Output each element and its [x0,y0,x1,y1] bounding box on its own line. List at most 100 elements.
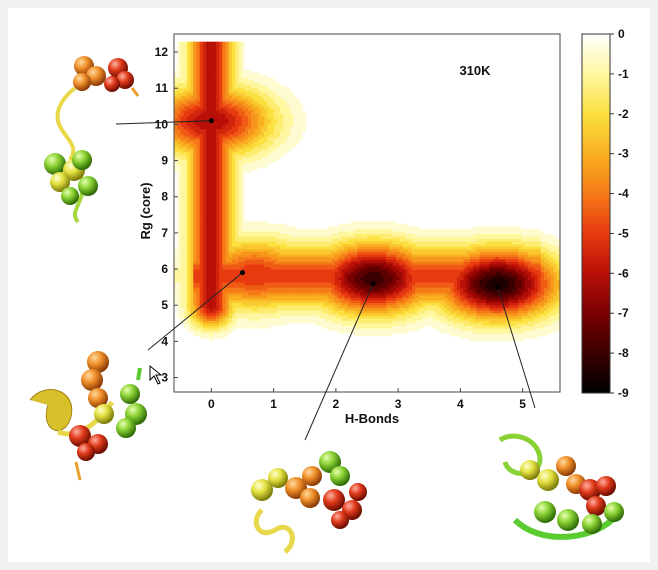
heatmap-cell [360,297,365,301]
heatmap-cell [202,225,207,229]
heatmap-cell [325,253,329,257]
heatmap-cell [257,143,262,148]
heatmap-cell [254,126,259,130]
heatmap-cell [363,315,368,319]
heatmap-cell [354,284,358,288]
heatmap-cell [199,269,204,273]
heatmap-cell [264,225,268,229]
heatmap-cell [270,159,275,163]
heatmap-cell [289,223,294,227]
heatmap-cell [247,274,252,278]
heatmap-cell [257,264,262,268]
heatmap-cell [202,126,207,130]
heatmap-cell [177,138,181,142]
heatmap-cell [276,156,281,160]
heatmap-cell [202,202,207,206]
heatmap-cell [199,87,204,91]
heatmap-cell [206,310,210,314]
heatmap-cell [247,241,252,245]
heatmap-cell [270,90,275,94]
heatmap-cell [222,225,226,229]
heatmap-cell [212,120,217,124]
heatmap-cell [190,179,194,183]
heatmap-cell [338,243,342,247]
heatmap-cell [215,205,220,209]
heatmap-cell [315,246,320,250]
heatmap-cell [183,312,188,316]
heatmap-cell [276,90,281,94]
heatmap-cell [209,100,214,104]
heatmap-cell [206,233,210,237]
heatmap-cell [183,271,188,275]
heatmap-cell [370,248,374,252]
heatmap-cell [219,151,223,155]
heatmap-cell [238,59,243,63]
heatmap-cell [212,236,217,240]
heatmap-cell [254,154,259,158]
heatmap-cell [254,307,259,311]
heatmap-cell [190,307,194,311]
heatmap-cell [357,233,362,237]
heatmap-cell [196,57,201,61]
heatmap-cell [228,54,233,58]
heatmap-cell [180,41,185,45]
heatmap-cell [244,57,249,61]
heatmap-cell [193,279,198,283]
heatmap-cell [247,230,252,234]
heatmap-cell [331,305,336,309]
heatmap-cell [196,77,201,81]
heatmap-cell [347,330,352,334]
heatmap-cell [328,256,333,260]
heatmap-cell [244,220,249,224]
heatmap-cell [186,189,191,194]
heatmap-cell [244,276,249,280]
heatmap-cell [183,64,188,68]
heatmap-cell [251,74,255,78]
heatmap-cell [273,261,278,265]
heatmap-cell [360,330,365,334]
heatmap-cell [238,287,243,291]
heatmap-cell [190,187,194,191]
heatmap-cell [251,253,255,257]
heatmap-cell [354,279,358,283]
heatmap-cell [254,77,259,81]
heatmap-cell [293,123,297,127]
heatmap-cell [225,95,230,99]
heatmap-cell [186,230,191,234]
heatmap-cell [350,251,355,255]
heatmap-cell [299,253,304,257]
heatmap-cell [331,274,336,278]
heatmap-cell [174,49,178,53]
heatmap-cell [209,128,214,132]
heatmap-cell [321,317,326,321]
heatmap-cell [247,105,252,109]
heatmap-cell [222,128,226,132]
heatmap-cell [331,289,336,293]
heatmap-cell [302,248,307,252]
heatmap-cell [190,243,194,247]
heatmap-cell [363,261,368,265]
heatmap-cell [193,69,198,73]
heatmap-cell [244,151,249,155]
heatmap-cell [357,238,362,242]
heatmap-cell [193,233,198,237]
heatmap-cell [312,236,317,240]
heatmap-cell [302,269,307,273]
heatmap-cell [318,248,323,252]
heatmap-cell [270,138,275,142]
heatmap-cell [199,266,204,270]
heatmap-cell [193,189,198,194]
heatmap-cell [199,113,204,117]
heatmap-cell [305,256,310,260]
heatmap-cell [280,307,284,311]
heatmap-cell [341,223,345,227]
heatmap-cell [257,95,262,99]
heatmap-cell [251,256,255,260]
heatmap-cell [289,253,294,257]
heatmap-cell [260,315,265,319]
heatmap-cell [228,294,233,298]
heatmap-cell [244,261,249,265]
heatmap-cell [199,156,204,160]
heatmap-cell [260,251,265,255]
heatmap-cell [212,41,217,45]
